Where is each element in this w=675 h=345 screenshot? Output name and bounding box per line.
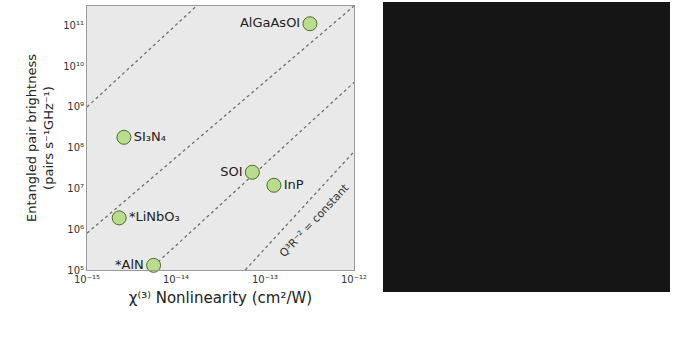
svg-text:InP: InP (284, 177, 304, 192)
svg-text:10¹¹: 10¹¹ (63, 20, 84, 31)
svg-text:10⁶: 10⁶ (67, 224, 84, 235)
svg-text:10⁵: 10⁵ (67, 265, 84, 276)
svg-text:10⁻¹⁴: 10⁻¹⁴ (163, 274, 189, 285)
svg-text:10⁻¹³: 10⁻¹³ (252, 274, 278, 285)
svg-text:Entangled pair brightness(pair: Entangled pair brightness(pairs s⁻¹GHz⁻¹… (24, 54, 56, 222)
svg-text:*LiNbO₃: *LiNbO₃ (129, 209, 180, 224)
svg-text:χ⁽³⁾ Nonlinearity (cm²/W): χ⁽³⁾ Nonlinearity (cm²/W) (129, 289, 312, 307)
svg-text:10¹⁰: 10¹⁰ (63, 61, 84, 72)
svg-text:*AlN: *AlN (115, 257, 144, 272)
svg-text:AlGaAsOI: AlGaAsOI (240, 15, 300, 30)
svg-text:10⁹: 10⁹ (67, 101, 84, 112)
svg-text:10⁸: 10⁸ (67, 142, 84, 153)
svg-text:10⁷: 10⁷ (67, 183, 84, 194)
svg-text:10⁻¹²: 10⁻¹² (341, 274, 367, 285)
svg-text:10⁻¹⁵: 10⁻¹⁵ (74, 274, 100, 285)
svg-text:SI₃N₄: SI₃N₄ (134, 129, 166, 144)
svg-text:Q³R⁻² = constant: Q³R⁻² = constant (277, 181, 352, 260)
svg-text:SOI: SOI (220, 164, 242, 179)
